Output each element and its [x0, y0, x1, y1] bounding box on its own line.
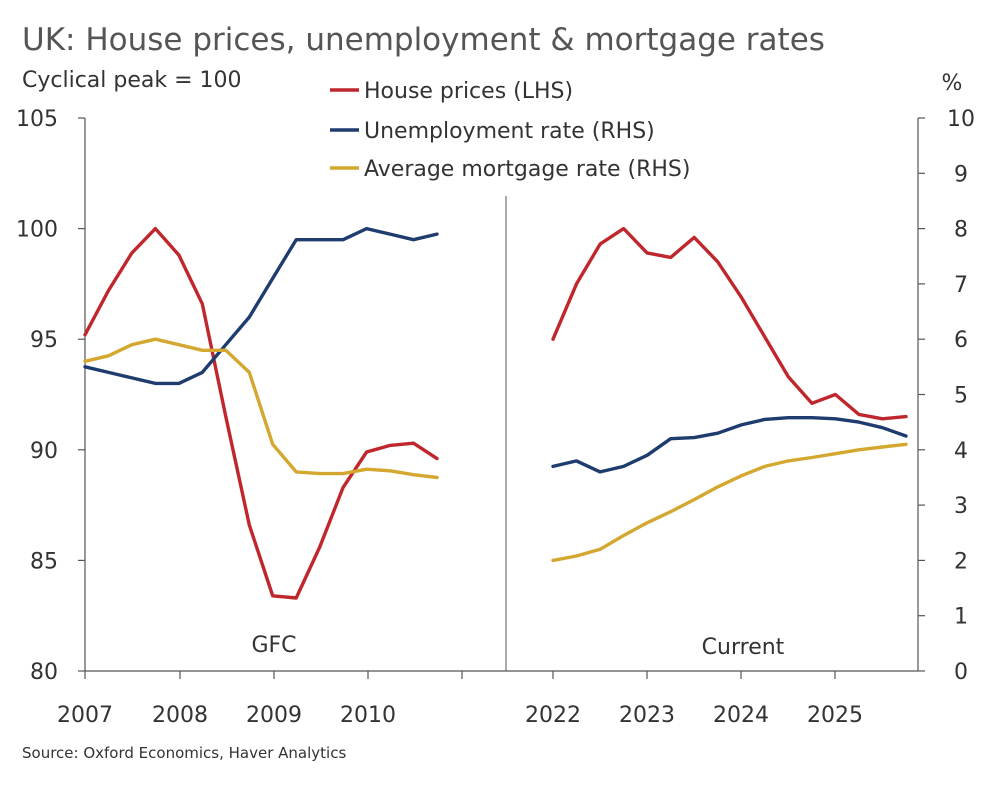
right-tick-label: 10: [947, 107, 975, 132]
x-tick-label: 2025: [807, 703, 863, 728]
right-tick-label: 8: [954, 218, 968, 243]
left-tick-label: 85: [30, 549, 58, 574]
source-note: Source: Oxford Economics, Haver Analytic…: [22, 744, 347, 762]
x-tick-label: 2009: [246, 703, 302, 728]
right-tick-label: 3: [954, 494, 968, 519]
chart-title: UK: House prices, unemployment & mortgag…: [22, 22, 825, 58]
house-price-line: [551, 226, 908, 421]
panel-label: GFC: [251, 633, 296, 658]
right-tick-label: 2: [954, 549, 968, 574]
x-tick-label: 2023: [619, 703, 675, 728]
mortgage-rate-line: [83, 337, 439, 480]
house-price-line: [83, 226, 439, 600]
left-tick-label: 90: [30, 439, 58, 464]
left-tick-label: 95: [30, 328, 58, 353]
unemployment-line: [551, 416, 908, 474]
right-tick-label: 4: [954, 439, 968, 464]
x-tick-label: 2010: [340, 703, 396, 728]
legend-label: House prices (LHS): [364, 79, 573, 104]
x-tick-label: 2007: [57, 703, 113, 728]
left-tick-label: 105: [16, 107, 58, 132]
chart-subtitle: Cyclical peak = 100: [22, 68, 242, 93]
right-tick-label: 5: [954, 384, 968, 409]
mortgage-rate-line: [551, 442, 908, 563]
unemployment-line: [83, 226, 439, 386]
right-axis-label: %: [942, 71, 963, 96]
x-tick-label: 2024: [713, 703, 769, 728]
legend-label: Average mortgage rate (RHS): [364, 157, 690, 182]
left-tick-label: 100: [16, 218, 58, 243]
right-tick-label: 1: [954, 605, 968, 630]
x-tick-label: 2008: [152, 703, 208, 728]
right-tick-label: 9: [954, 162, 968, 187]
left-tick-label: 80: [30, 660, 58, 685]
right-tick-label: 6: [954, 328, 968, 353]
right-tick-label: 7: [954, 273, 968, 298]
legend-label: Unemployment rate (RHS): [364, 119, 655, 144]
x-tick-label: 2022: [525, 703, 581, 728]
panel-label: Current: [702, 635, 785, 660]
right-tick-label: 0: [954, 660, 968, 685]
